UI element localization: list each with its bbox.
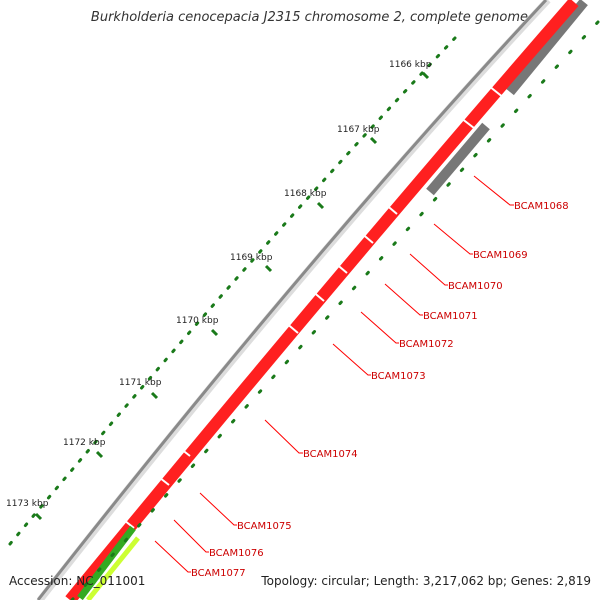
ruler-tick-mark (369, 136, 378, 145)
gene-label-text[interactable]: BCAM1075 (237, 521, 292, 532)
gene-label-text[interactable]: BCAM1073 (371, 371, 426, 382)
map-title: Burkholderia cenocepacia J2315 chromosom… (90, 10, 528, 25)
gene-label-text[interactable]: BCAM1071 (423, 311, 478, 322)
gene-label-text[interactable]: BCAM1072 (399, 339, 454, 350)
gene-label-bcam1074[interactable]: BCAM1074 (264, 419, 358, 460)
gene-label-text[interactable]: BCAM1068 (514, 201, 569, 212)
ruler-tick-mark (264, 264, 273, 273)
ruler-tick-label: 1172 kbp (63, 438, 106, 448)
gene-labels: BCAM1068 BCAM1069 BCAM1070 BCAM1071 BCAM… (154, 175, 569, 579)
gene-label-bcam1071[interactable]: BCAM1071 (384, 283, 478, 322)
ruler-tick-label: 1166 kbp (389, 60, 432, 70)
gene-label-text[interactable]: BCAM1074 (303, 449, 358, 460)
gene-label-bcam1068[interactable]: BCAM1068 (473, 175, 569, 212)
gene-label-bcam1072[interactable]: BCAM1072 (360, 311, 454, 350)
ruler-tick-mark (150, 391, 159, 400)
ruler-tick-label: 1171 kbp (119, 378, 162, 388)
green-gene-track (77, 525, 136, 600)
gene-label-bcam1075[interactable]: BCAM1075 (199, 492, 292, 532)
gene-label-bcam1077[interactable]: BCAM1077 (154, 540, 246, 579)
red-gene-track (65, 0, 579, 600)
ruler-tick-label: 1168 kbp (284, 189, 327, 199)
gene-label-text[interactable]: BCAM1070 (448, 281, 503, 292)
gene-boundaries (119, 85, 505, 529)
backbone-ring (37, 0, 551, 600)
gene-label-bcam1070[interactable]: BCAM1070 (409, 253, 503, 292)
ruler-tick-label: 1169 kbp (230, 253, 273, 263)
accession-label: Accession: NC_011001 (9, 574, 146, 588)
inner-dotted-track (70, 20, 600, 600)
gene-label-text[interactable]: BCAM1076 (209, 548, 264, 559)
topology-summary: Topology: circular; Length: 3,217,062 bp… (261, 574, 591, 588)
outer-dotted-track (3, 36, 457, 552)
ruler-tick-mark (316, 201, 325, 210)
ruler-tick-label: 1167 kbp (337, 125, 380, 135)
gene-label-text[interactable]: BCAM1077 (191, 568, 246, 579)
gene-label-bcam1076[interactable]: BCAM1076 (173, 519, 264, 559)
ruler-tick-label: 1173 kbp (6, 499, 49, 509)
ruler-tick-mark (210, 328, 219, 337)
ruler-tick-mark (34, 512, 43, 521)
ruler-tick-label: 1170 kbp (176, 316, 219, 326)
backbone-ring-core (36, 0, 548, 600)
gene-label-bcam1069[interactable]: BCAM1069 (433, 223, 528, 261)
ruler-tick-mark (95, 450, 104, 459)
gene-label-text[interactable]: BCAM1069 (473, 250, 528, 261)
ruler-tick-mark (421, 71, 430, 80)
gray-gene-track-segment (506, 0, 588, 96)
lightgreen-gene-track (86, 536, 140, 600)
gene-label-bcam1073[interactable]: BCAM1073 (332, 343, 426, 382)
gray-gene-track-segment (426, 122, 490, 196)
ruler-ticks: 1166 kbp 1167 kbp 1168 kbp 1169 kbp 1170… (6, 60, 432, 521)
